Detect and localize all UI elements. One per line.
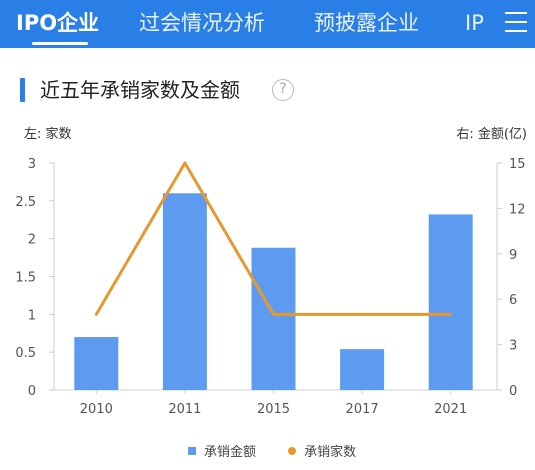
section-title: 近五年承销家数及金额 — [40, 78, 240, 102]
point-count-2021 — [449, 312, 453, 316]
active-tab-indicator — [32, 42, 88, 45]
left-tick-label: 3 — [28, 157, 36, 172]
x-tick-label: 2015 — [257, 402, 290, 417]
bar-2010 — [74, 337, 119, 390]
right-tick-label: 9 — [509, 248, 517, 263]
point-count-2010 — [94, 312, 98, 316]
left-tick-label: 1.5 — [15, 271, 36, 286]
point-count-2015 — [272, 312, 275, 316]
left-tick-label: 2 — [28, 233, 36, 248]
top-nav: IPO企业 过会情况分析 预披露企业 IP — [0, 0, 535, 48]
legend-bar-swatch — [188, 446, 196, 455]
bar-2015 — [251, 247, 296, 390]
right-tick-label: 0 — [509, 384, 517, 399]
underwriting-chart: 0 0.5 1 1.5 2 2.5 3 0 3 6 9 12 15 2010 2011 2015 2017 202… — [15, 157, 526, 417]
right-tick-label: 6 — [509, 293, 517, 308]
section-accent-bar — [20, 78, 25, 102]
legend-line-swatch — [288, 446, 297, 455]
legend-item-count[interactable]: 承销家数 — [288, 441, 356, 460]
x-tick-label: 2010 — [80, 402, 113, 417]
legend-label-amount: 承销金额 — [204, 445, 257, 460]
legend-item-amount[interactable]: 承销金额 — [188, 441, 256, 460]
x-tick-label: 2011 — [168, 402, 201, 417]
bar-2021 — [428, 214, 473, 390]
menu-icon[interactable] — [505, 12, 529, 34]
left-tick-label: 0 — [28, 384, 36, 399]
tab-ipo-companies[interactable]: IPO企业 — [16, 11, 100, 35]
bar-2011 — [162, 193, 207, 390]
left-axis-unit: 左: 家数 — [24, 127, 72, 142]
x-tick-label: 2017 — [346, 402, 379, 417]
left-tick-label: 1 — [28, 308, 36, 323]
right-axis-unit: 右: 金额(亿) — [456, 127, 527, 142]
point-count-2017 — [360, 312, 364, 316]
right-tick-label: 3 — [509, 339, 517, 354]
chart-legend: 承销金额 承销家数 — [188, 441, 384, 460]
right-tick-label: 15 — [509, 157, 526, 172]
help-icon[interactable]: ? — [272, 79, 294, 101]
left-tick-label: 2.5 — [15, 195, 36, 210]
right-tick-label: 12 — [509, 202, 526, 217]
legend-label-count: 承销家数 — [304, 445, 357, 460]
tab-ip-truncated[interactable]: IP — [465, 11, 484, 35]
bar-2017 — [340, 349, 385, 390]
tab-review-analysis[interactable]: 过会情况分析 — [139, 11, 265, 35]
left-tick-label: 0.5 — [15, 346, 36, 361]
point-count-2011 — [183, 161, 187, 165]
tab-pre-disclosure[interactable]: 预披露企业 — [314, 11, 419, 35]
x-tick-label: 2021 — [434, 402, 467, 417]
